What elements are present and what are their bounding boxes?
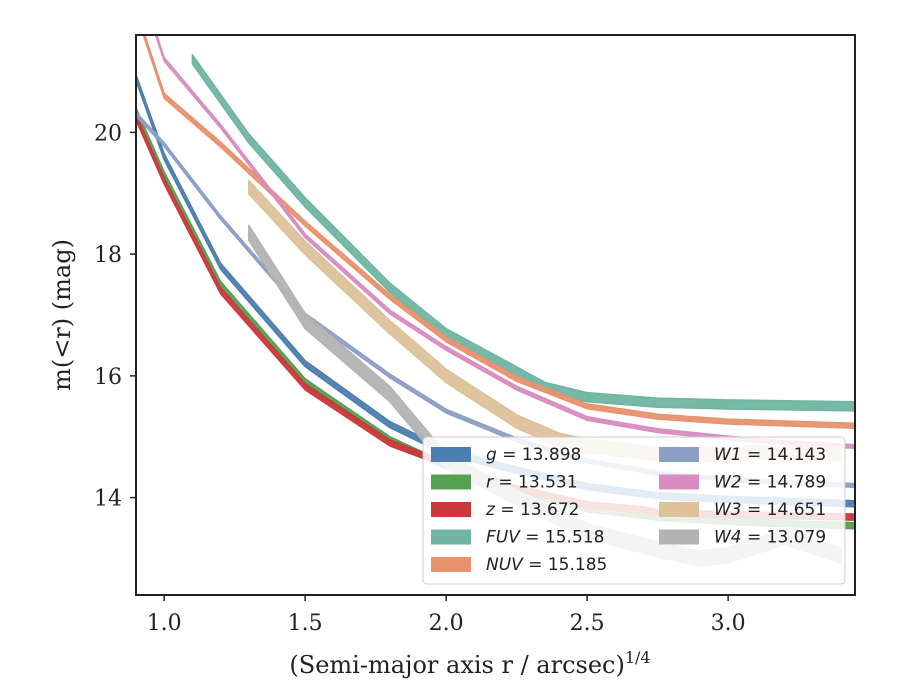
legend-label-z: z = 13.672 xyxy=(485,500,579,520)
legend-swatch-w2 xyxy=(659,474,699,490)
legend-label-g: g = 13.898 xyxy=(486,445,581,465)
legend-label-w2: W2 = 14.789 xyxy=(714,473,826,493)
legend-swatch-fuv xyxy=(431,529,471,545)
legend-label-r: r = 13.531 xyxy=(486,473,578,493)
legend-box xyxy=(422,436,846,585)
x-tick-label: 1.0 xyxy=(147,611,182,636)
series-g-band xyxy=(136,73,855,508)
x-tick-label: 2.5 xyxy=(570,611,605,636)
series-nuv-band xyxy=(142,35,855,429)
x-tick-label: 2.0 xyxy=(429,611,464,636)
legend-label-fuv: FUV = 15.518 xyxy=(486,528,604,548)
x-axis-label: (Semi-major axis r / arcsec)1/4 xyxy=(289,648,650,679)
plot-frame xyxy=(135,34,856,596)
legend-label-nuv: NUV = 15.185 xyxy=(486,555,607,575)
series-w2-band xyxy=(154,35,855,450)
x-tick-label: 3.0 xyxy=(711,611,746,636)
legend-swatch-z xyxy=(431,502,471,517)
y-tick-label: 16 xyxy=(94,365,122,390)
y-axis-label: m(<r) (mag) xyxy=(48,239,76,391)
series-z-band xyxy=(136,113,855,521)
legend-swatch-w3 xyxy=(659,502,699,517)
legend-swatch-nuv xyxy=(431,557,471,572)
legend-swatch-g xyxy=(431,447,471,462)
legend-swatch-w4 xyxy=(659,529,699,545)
legend: g = 13.898 r = 13.531 z = 13.672 FUV = 15.5… xyxy=(422,436,846,585)
legend-swatch-r xyxy=(431,474,471,490)
legend-swatch-w1 xyxy=(659,447,699,462)
legend-label-w4: W4 = 13.079 xyxy=(714,528,826,548)
y-tick-label: 20 xyxy=(94,121,122,146)
x-tick-label: 1.5 xyxy=(288,611,323,636)
y-tick-label: 14 xyxy=(94,487,122,512)
y-tick-label: 18 xyxy=(94,243,122,268)
legend-label-w3: W3 = 14.651 xyxy=(714,500,826,520)
legend-label-w1: W1 = 14.143 xyxy=(714,445,826,465)
tick-layer: 1.0 1.5 2.0 2.5 3.0 14 16 18 20 xyxy=(94,121,746,636)
